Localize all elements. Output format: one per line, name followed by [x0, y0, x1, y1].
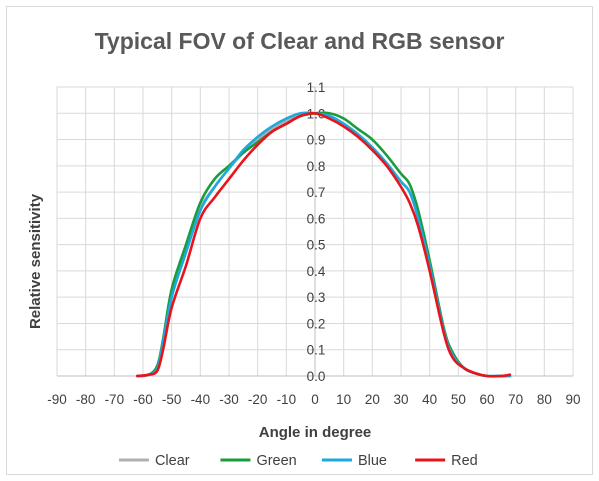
- legend-label: Green: [256, 453, 296, 469]
- y-tick-label: 0.3: [307, 290, 326, 305]
- x-tick-label: -50: [162, 392, 182, 407]
- legend-item-blue: Blue: [321, 453, 387, 469]
- y-tick-label: 0.6: [307, 211, 326, 226]
- x-tick-label: 0: [311, 392, 319, 407]
- x-tick-label: 20: [365, 392, 380, 407]
- y-tick-label: 0.5: [307, 238, 326, 253]
- series-lines: [135, 111, 512, 378]
- x-axis-title: Angle in degree: [259, 424, 372, 441]
- y-axis-title: Relative sensitivity: [27, 193, 44, 329]
- x-tick-label: -60: [133, 392, 153, 407]
- x-tick-label: -90: [47, 392, 67, 407]
- legend-item-red: Red: [415, 453, 478, 469]
- x-tick-label: -70: [105, 392, 125, 407]
- x-tick-label: -40: [191, 392, 211, 407]
- x-tick-label: 90: [565, 392, 580, 407]
- y-tick-label: 0.0: [307, 369, 326, 384]
- x-tick-label: 60: [479, 392, 494, 407]
- legend-label: Clear: [155, 453, 190, 469]
- chart-frame: [6, 6, 593, 475]
- x-tick-label: 10: [336, 392, 351, 407]
- y-tick-label: 0.2: [307, 316, 326, 331]
- legend-item-green: Green: [220, 453, 297, 469]
- y-tick-label: 0.4: [307, 264, 326, 279]
- grid-lines: [56, 86, 574, 377]
- y-tick-label: 1.1: [307, 80, 326, 95]
- y-tick-label: 0.8: [307, 159, 326, 174]
- legend-item-clear: Clear: [118, 453, 190, 469]
- x-tick-label: 30: [393, 392, 408, 407]
- legend-label: Red: [451, 453, 478, 469]
- x-tick-label: -10: [277, 392, 297, 407]
- x-tick-label: 50: [451, 392, 466, 407]
- x-tick-label: 40: [422, 392, 437, 407]
- series-line-red: [135, 111, 512, 378]
- x-tick-label: 70: [508, 392, 523, 407]
- legend-label: Blue: [358, 453, 387, 469]
- x-tick-label: -30: [219, 392, 239, 407]
- y-tick-label: 0.7: [307, 185, 326, 200]
- legend: Clear Green Blue Red: [118, 453, 478, 469]
- x-tick-label: -20: [248, 392, 268, 407]
- y-tick-label: 0.1: [307, 343, 326, 358]
- y-tick-label: 0.9: [307, 133, 326, 148]
- x-tick-label: 80: [537, 392, 552, 407]
- chart-title: Typical FOV of Clear and RGB sensor: [94, 28, 505, 54]
- x-tick-label: -80: [76, 392, 96, 407]
- tick-labels: -90 -80 -70 -60 -50 -40 -30 -20 -10 0 10 20 30 40 50 60…: [47, 80, 580, 407]
